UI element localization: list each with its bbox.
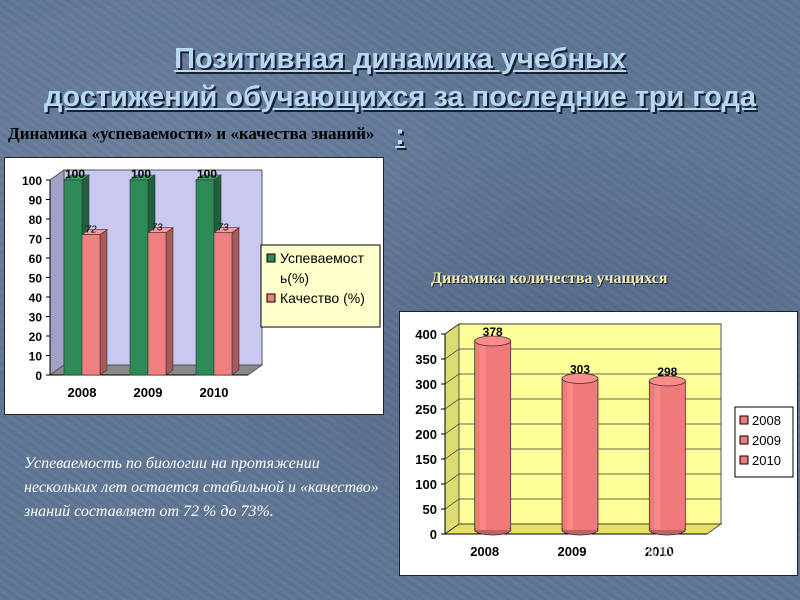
legend-label: 2008 [752, 413, 781, 428]
left-chart-subtitle: Динамика «успеваемости» и «качества знан… [8, 124, 375, 143]
y-tick-label: 200 [415, 427, 437, 442]
legend-swatch [266, 253, 276, 263]
y-tick-label: 0 [430, 527, 437, 542]
watermark-logo-icon [613, 542, 639, 565]
cylinder-highlight [654, 381, 661, 530]
legend-box [260, 244, 381, 328]
y-tick-label: 50 [423, 502, 437, 517]
bar-kachestvo [147, 232, 167, 376]
gridline-side [444, 398, 460, 410]
watermark-label: MyShared [646, 537, 765, 567]
gridline-side [444, 323, 460, 335]
cylinder-top [474, 335, 512, 347]
y-tick-label: 50 [29, 272, 43, 286]
student-count-chart: 0 50 100 150 200 250 300 350 400 378 2008 303 2009 29… [399, 311, 798, 576]
data-label: 73 [217, 223, 229, 234]
legend-label: Качество (%) [280, 290, 365, 306]
gridline-side [444, 498, 460, 510]
x-tick-label: 2008 [68, 385, 97, 400]
legend-label: 2010 [752, 453, 781, 468]
data-label: 298 [657, 365, 677, 379]
y-tick-label: 300 [415, 377, 437, 392]
y-tick-label: 0 [35, 369, 42, 383]
right-chart-subtitle: Динамика количества учащихся [431, 270, 668, 287]
legend-label: Успеваемост ь(%) [280, 250, 365, 286]
cylinder-top [561, 373, 599, 384]
slide-title: Позитивная динамика учебных достижений о… [40, 40, 760, 154]
student-count-chart-svg: 0 50 100 150 200 250 300 350 400 378 2008 303 2009 29… [415, 323, 794, 559]
performance-quality-chart-svg: 0 10 20 30 40 50 60 70 80 90 100 100 72 2008 100 73 2009… [22, 167, 381, 400]
plot-side-wall [49, 169, 65, 376]
summary-note: Успеваемость по биологии на протяжении н… [24, 455, 379, 520]
y-tick-label: 20 [29, 330, 43, 344]
data-label: 73 [151, 223, 163, 234]
y-tick-label: 400 [415, 327, 437, 342]
y-tick-label: 90 [29, 194, 43, 208]
y-tick-label: 350 [415, 352, 437, 367]
bar-kachestvo [81, 234, 101, 376]
data-label: 72 [85, 225, 97, 236]
data-label: 100 [131, 167, 151, 181]
gridline-side [444, 523, 460, 535]
gridline-side [444, 473, 460, 485]
y-tick-label: 40 [29, 291, 43, 305]
y-tick-label: 150 [415, 452, 437, 467]
cylinder-highlight [479, 341, 486, 530]
legend-label-line: ь(%) [280, 270, 309, 286]
title-line-1: Позитивная динамика учебных [174, 43, 626, 75]
title-line-2: достижений обучающихся за последние три … [43, 81, 756, 151]
legend-swatch [739, 415, 749, 425]
y-tick-label: 100 [22, 174, 42, 188]
x-tick-label: 2010 [200, 385, 229, 400]
legend-swatch [739, 455, 749, 465]
gridline-side [444, 448, 460, 460]
legend: Успеваемост ь(%) Качество (%) [260, 244, 381, 328]
data-label: 378 [483, 325, 503, 339]
cylinder-top [648, 375, 686, 387]
bar-side [165, 227, 174, 376]
legend-label: 2009 [752, 433, 781, 448]
y-tick-label: 70 [29, 233, 43, 247]
bar-kachestvo [213, 232, 233, 376]
watermark-text: MyShared [646, 537, 765, 568]
y-tick-label: 250 [415, 402, 437, 417]
performance-quality-chart: 0 10 20 30 40 50 60 70 80 90 100 100 72 2008 100 73 2009… [4, 157, 384, 415]
y-tick-label: 30 [29, 311, 43, 325]
legend-swatch [739, 435, 749, 445]
y-tick-label: 60 [29, 252, 43, 266]
x-tick-label: 2009 [558, 544, 587, 559]
bar-side [231, 227, 240, 376]
data-label: 100 [65, 167, 85, 181]
gridline-side [444, 373, 460, 385]
y-tick-label: 80 [29, 213, 43, 227]
data-label: 100 [197, 167, 217, 181]
bar-uspevaemost [195, 179, 215, 376]
legend: 2008 2009 2010 [734, 406, 794, 478]
legend-swatch [266, 293, 276, 303]
bar-side [99, 229, 108, 376]
cylinder-highlight [567, 378, 573, 530]
legend-label-line: Успеваемост [280, 250, 365, 266]
x-tick-label: 2008 [470, 544, 499, 559]
y-tick-label: 10 [29, 350, 43, 364]
gridline-side [444, 348, 460, 360]
x-tick-label: 2009 [134, 385, 163, 400]
bar-uspevaemost [63, 179, 83, 376]
bar-uspevaemost [129, 179, 149, 376]
gridline-side [444, 423, 460, 435]
data-label: 303 [570, 363, 590, 377]
x-tick-label: 2010 [645, 544, 674, 559]
y-tick-label: 100 [415, 477, 437, 492]
